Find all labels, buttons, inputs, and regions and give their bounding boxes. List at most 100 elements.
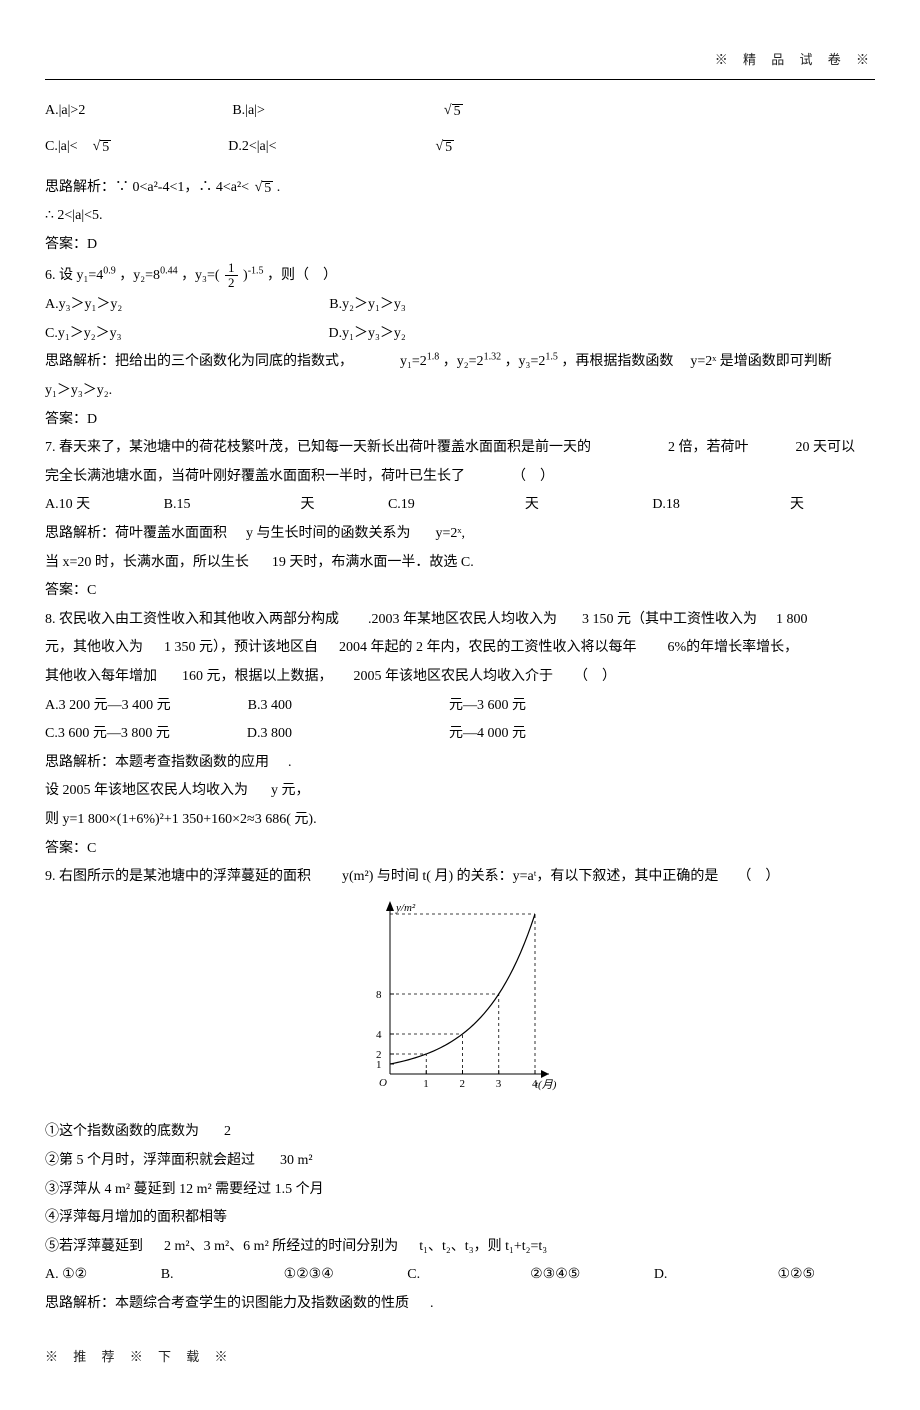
- txt: ①这个指数函数的底数为: [45, 1124, 199, 1139]
- sqrt5-icon: 5: [91, 134, 112, 161]
- q7-answer: 答案：C: [45, 578, 875, 605]
- txt: y₁=2: [400, 354, 427, 369]
- unit: 天: [300, 497, 314, 512]
- txt: 2 m²、3 m²、6 m² 所经过的时间分别为: [164, 1239, 398, 1254]
- q9-optC: C.: [407, 1267, 420, 1282]
- svg-text:8: 8: [376, 989, 382, 1001]
- txt: y(m²) 与时间 t( 月) 的关系：y=aᵗ，有以下叙述，其中正确的是: [342, 869, 718, 884]
- txt: 2004 年起的 2 年内，农民的工资性收入将以每年: [339, 640, 637, 655]
- q7-line1: 7. 春天来了，某池塘中的荷花枝繁叶茂，已知每一天新长出荷叶覆盖水面面积是前一天…: [45, 435, 875, 462]
- page-footer: ※ 推 荐 ※ 下 载 ※: [45, 1345, 875, 1370]
- txt: y 与生长时间的函数关系为: [246, 526, 411, 541]
- q6-optD: D.y₁＞y₃＞y₂: [328, 326, 405, 341]
- exp: 0.9: [103, 265, 116, 276]
- q9-optD: D.: [654, 1267, 668, 1282]
- q5-therefore: ∴ 2<|a|<5.: [45, 203, 875, 230]
- txt: .2003 年某地区农民人均收入为: [368, 612, 557, 627]
- analysis-text: ∵ 0<a²-4<1，∴ 4<a²<: [115, 180, 249, 195]
- svg-text:4: 4: [376, 1029, 382, 1041]
- sqrt5-icon: 5: [433, 134, 454, 161]
- page-header-banner: ※ 精 品 试 卷 ※: [45, 48, 875, 73]
- svg-text:4: 4: [532, 1078, 538, 1090]
- svg-text:2: 2: [376, 1049, 382, 1061]
- txt: 其他收入每年增加: [45, 669, 157, 684]
- q8-optC: C.3 600 元—3 800 元: [45, 726, 170, 741]
- q5-options-row2: C.|a|< 5 D.2<|a|< 5: [45, 134, 875, 161]
- q8-optB: B.3 400: [248, 698, 292, 713]
- q6-conclusion: y₁＞y₃＞y₂.: [45, 378, 875, 405]
- txt: 8. 农民收入由工资性收入和其他收入两部分构成: [45, 612, 339, 627]
- sqrt5-icon: 5: [442, 98, 463, 125]
- q8-line3: 其他收入每年增加 160 元，根据以上数据， 2005 年该地区农民人均收入介于…: [45, 664, 875, 691]
- q9-s2: ②第 5 个月时，浮萍面积就会超过 30 m²: [45, 1148, 875, 1175]
- q5-optD: D.2<|a|<: [228, 139, 276, 154]
- txt: 1 800: [776, 612, 808, 627]
- q8-analysis3: 则 y=1 800×(1+6%)²+1 350+160×2≈3 686( 元).: [45, 807, 875, 834]
- txt: 思路解析：把给出的三个函数化为同底的指数式，: [45, 354, 353, 369]
- q8-options-row2: C.3 600 元—3 800 元 D.3 800 元—4 000 元: [45, 721, 875, 748]
- q8-analysis1: 思路解析：本题考查指数函数的应用 .: [45, 750, 875, 777]
- q9-s5: ⑤若浮萍蔓延到 2 m²、3 m²、6 m² 所经过的时间分别为 t₁、t₂、t…: [45, 1234, 875, 1261]
- q6-optB: B.y₂＞y₁＞y₃: [329, 297, 405, 312]
- q6-options-row1: A.y₃＞y₁＞y₂ B.y₂＞y₁＞y₃: [45, 292, 875, 319]
- txt: ①②③④: [284, 1267, 334, 1282]
- txt: .: [288, 755, 292, 770]
- txt: y=2ˣ,: [436, 526, 465, 541]
- txt: （ ）: [512, 469, 554, 484]
- txt: ①②⑤: [777, 1267, 815, 1282]
- q5-options-row1: A.|a|>2 B.|a|> 5: [45, 98, 875, 125]
- svg-text:3: 3: [496, 1078, 502, 1090]
- txt: y=2ˣ 是增函数即可判断: [690, 354, 831, 369]
- q7-optD: D.18: [652, 497, 680, 512]
- unit: 天: [525, 497, 539, 512]
- unit: 元—3 600 元: [449, 698, 526, 713]
- q8-answer: 答案：C: [45, 836, 875, 863]
- q9-optA: A. ①②: [45, 1267, 87, 1282]
- txt: 思路解析：本题考查指数函数的应用: [45, 755, 269, 770]
- q6-analysis: 思路解析：把给出的三个函数化为同底的指数式， y₁=21.8 ，y₂=21.32…: [45, 349, 875, 376]
- q6-stem: 6. 设 y₁=40.9 ，y₂=80.44 ，y₃=( 12 )-1.5 ，则…: [45, 261, 875, 291]
- analysis-end: .: [277, 180, 281, 195]
- txt: y 元，: [271, 783, 310, 798]
- txt: 设 2005 年该地区农民人均收入为: [45, 783, 248, 798]
- txt: ⑤若浮萍蔓延到: [45, 1239, 143, 1254]
- fraction-half: 12: [225, 261, 238, 291]
- q6-options-row2: C.y₁＞y₂＞y₃ D.y₁＞y₃＞y₂: [45, 321, 875, 348]
- header-rule: [45, 79, 875, 80]
- q7-analysis2: 当 x=20 时，长满水面，所以生长 19 天时，布满水面一半．故选 C.: [45, 550, 875, 577]
- q8-analysis2: 设 2005 年该地区农民人均收入为 y 元，: [45, 778, 875, 805]
- svg-text:O: O: [379, 1077, 387, 1089]
- txt: 思路解析：荷叶覆盖水面面积: [45, 526, 227, 541]
- txt: 完全长满池塘水面，当荷叶刚好覆盖水面面积一半时，荷叶已生长了: [45, 469, 465, 484]
- txt: 19 天时，布满水面一半．故选 C.: [272, 555, 474, 570]
- txt: 2 倍，若荷叶: [668, 440, 749, 455]
- txt: 当 x=20 时，长满水面，所以生长: [45, 555, 249, 570]
- q5-optC: C.|a|<: [45, 139, 78, 154]
- q7-options: A.10 天 B.15天 C.19天 D.18天: [45, 492, 875, 519]
- svg-text:y/m²: y/m²: [395, 902, 416, 914]
- q6-optA: A.y₃＞y₁＞y₂: [45, 297, 122, 312]
- txt: 7. 春天来了，某池塘中的荷花枝繁叶茂，已知每一天新长出荷叶覆盖水面面积是前一天…: [45, 440, 591, 455]
- exp: 0.44: [160, 265, 178, 276]
- txt: 20 天可以: [796, 440, 856, 455]
- q6-stem-e: ，则（ ）: [267, 268, 337, 283]
- exp: 1.8: [427, 352, 440, 363]
- q6-optC: C.y₁＞y₂＞y₃: [45, 326, 121, 341]
- txt: t₁、t₂、t₃，则 t₁+t₂=t₃: [419, 1239, 547, 1254]
- q9-chart: y/m²t(月)O12341248: [45, 899, 875, 1110]
- txt: 30 m²: [280, 1153, 313, 1168]
- q9-analysis: 思路解析：本题综合考查学生的识图能力及指数函数的性质 .: [45, 1291, 875, 1318]
- q5-optB: B.|a|>: [232, 103, 265, 118]
- q8-optD: D.3 800: [247, 726, 292, 741]
- analysis-label: 思路解析：: [45, 180, 115, 195]
- svg-text:1: 1: [423, 1078, 429, 1090]
- q9-optB: B.: [161, 1267, 174, 1282]
- q9-options: A. ①② B. ①②③④ C. ②③④⑤ D. ①②⑤: [45, 1262, 875, 1289]
- txt: 9. 右图所示的是某池塘中的浮萍蔓延的面积: [45, 869, 311, 884]
- q7-optC: C.19: [388, 497, 415, 512]
- txt: .: [430, 1296, 434, 1311]
- txt: ②③④⑤: [530, 1267, 580, 1282]
- txt: （ ）: [574, 669, 616, 684]
- txt: ，再根据指数函数: [561, 354, 673, 369]
- q9-stem: 9. 右图所示的是某池塘中的浮萍蔓延的面积 y(m²) 与时间 t( 月) 的关…: [45, 864, 875, 891]
